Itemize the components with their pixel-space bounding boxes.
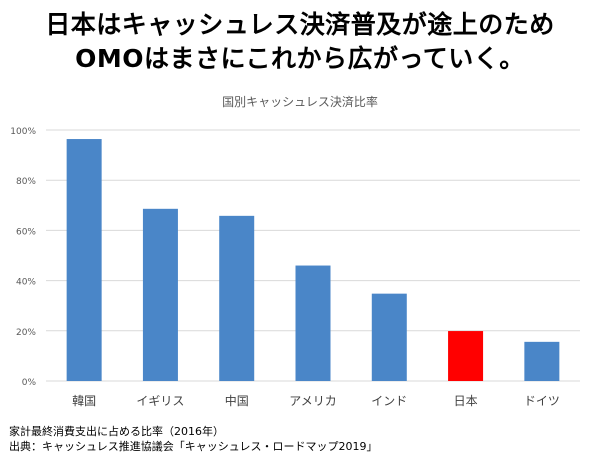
bar-6	[524, 341, 560, 381]
y-tick-label: 60%	[16, 227, 36, 237]
bars	[66, 139, 560, 381]
x-tick-label: 日本	[454, 394, 478, 408]
y-tick-label: 80%	[16, 177, 36, 187]
y-tick-label: 0%	[22, 378, 37, 388]
x-axis-labels: 韓国 イギリス 中国 アメリカ インド 日本 ドイツ	[72, 393, 560, 408]
headline-line-2: OMOはまさにこれから広がっていく。	[75, 44, 525, 73]
footnote-ratio: 家計最終消費支出に占める比率（2016年）	[9, 425, 224, 438]
bar-2	[219, 215, 255, 381]
y-axis-ticks: 0% 20% 40% 60% 80% 100%	[10, 127, 36, 388]
headline-line-1: 日本はキャッシュレス決済普及が途上のため	[45, 10, 555, 39]
x-tick-label: イギリス	[136, 394, 184, 408]
bar-4	[371, 293, 407, 381]
y-tick-label: 20%	[16, 328, 36, 338]
y-tick-label: 40%	[16, 278, 36, 288]
bar-3	[295, 265, 331, 381]
footnote-source: 出典：キャッシュレス推進協議会「キャッシュレス・ロードマップ2019」	[9, 440, 378, 453]
y-tick-label: 100%	[10, 127, 36, 137]
x-tick-label: アメリカ	[289, 394, 336, 408]
bar-1	[142, 208, 178, 381]
x-tick-label: ドイツ	[524, 394, 560, 408]
x-tick-label: 中国	[225, 393, 249, 408]
bar-0	[66, 139, 102, 381]
x-tick-label: インド	[371, 394, 407, 408]
x-tick-label: 韓国	[72, 394, 96, 408]
bar-5	[448, 331, 484, 381]
chart-title: 国別キャッシュレス決済比率	[222, 94, 378, 109]
